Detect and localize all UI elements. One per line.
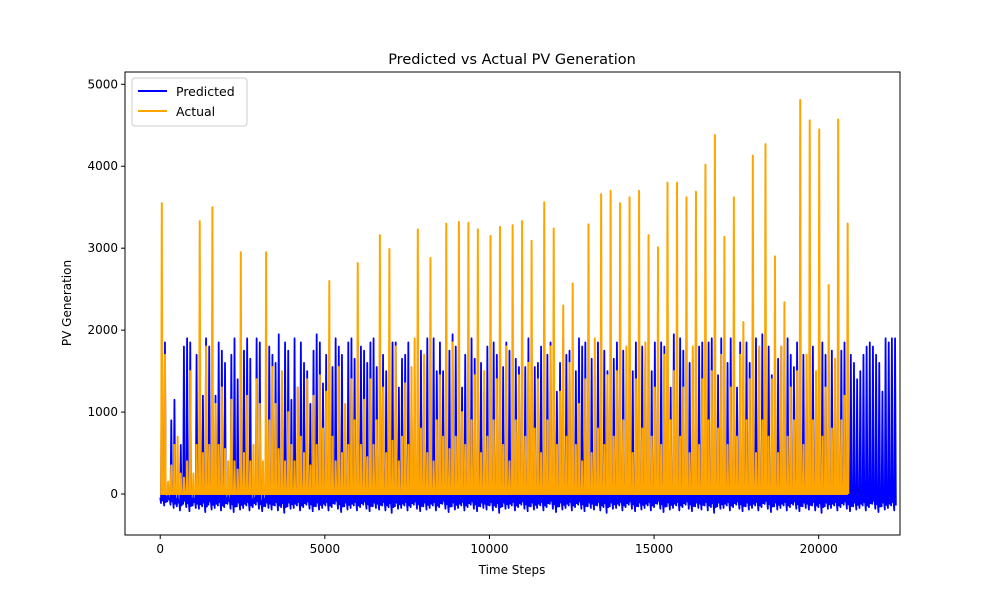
- y-axis-label: PV Generation: [60, 260, 74, 346]
- x-axis-label: Time Steps: [478, 563, 546, 577]
- series-line-actual: [160, 98, 850, 496]
- chart-title: Predicted vs Actual PV Generation: [388, 52, 636, 68]
- x-tick-label: 0: [156, 542, 164, 556]
- series-layer: [159, 98, 897, 514]
- y-tick-label: 2000: [87, 323, 118, 337]
- legend-label-predicted: Predicted: [176, 84, 235, 99]
- y-axis-ticks: 0 1000 2000 3000 4000 5000: [87, 77, 125, 501]
- x-tick-label: 5000: [310, 542, 341, 556]
- legend-label-actual: Actual: [176, 104, 215, 119]
- y-tick-label: 3000: [87, 241, 118, 255]
- plot-frame: [124, 71, 901, 536]
- x-axis-ticks: 0 5000 10000 15000 20000: [156, 535, 838, 556]
- y-tick-label: 5000: [87, 77, 118, 91]
- y-tick-label: 1000: [87, 405, 118, 419]
- y-tick-label: 0: [110, 487, 118, 501]
- x-tick-label: 15000: [635, 542, 673, 556]
- x-tick-label: 10000: [470, 542, 508, 556]
- x-tick-label: 20000: [800, 542, 838, 556]
- y-tick-label: 4000: [87, 159, 118, 173]
- legend: Predicted Actual: [131, 77, 248, 127]
